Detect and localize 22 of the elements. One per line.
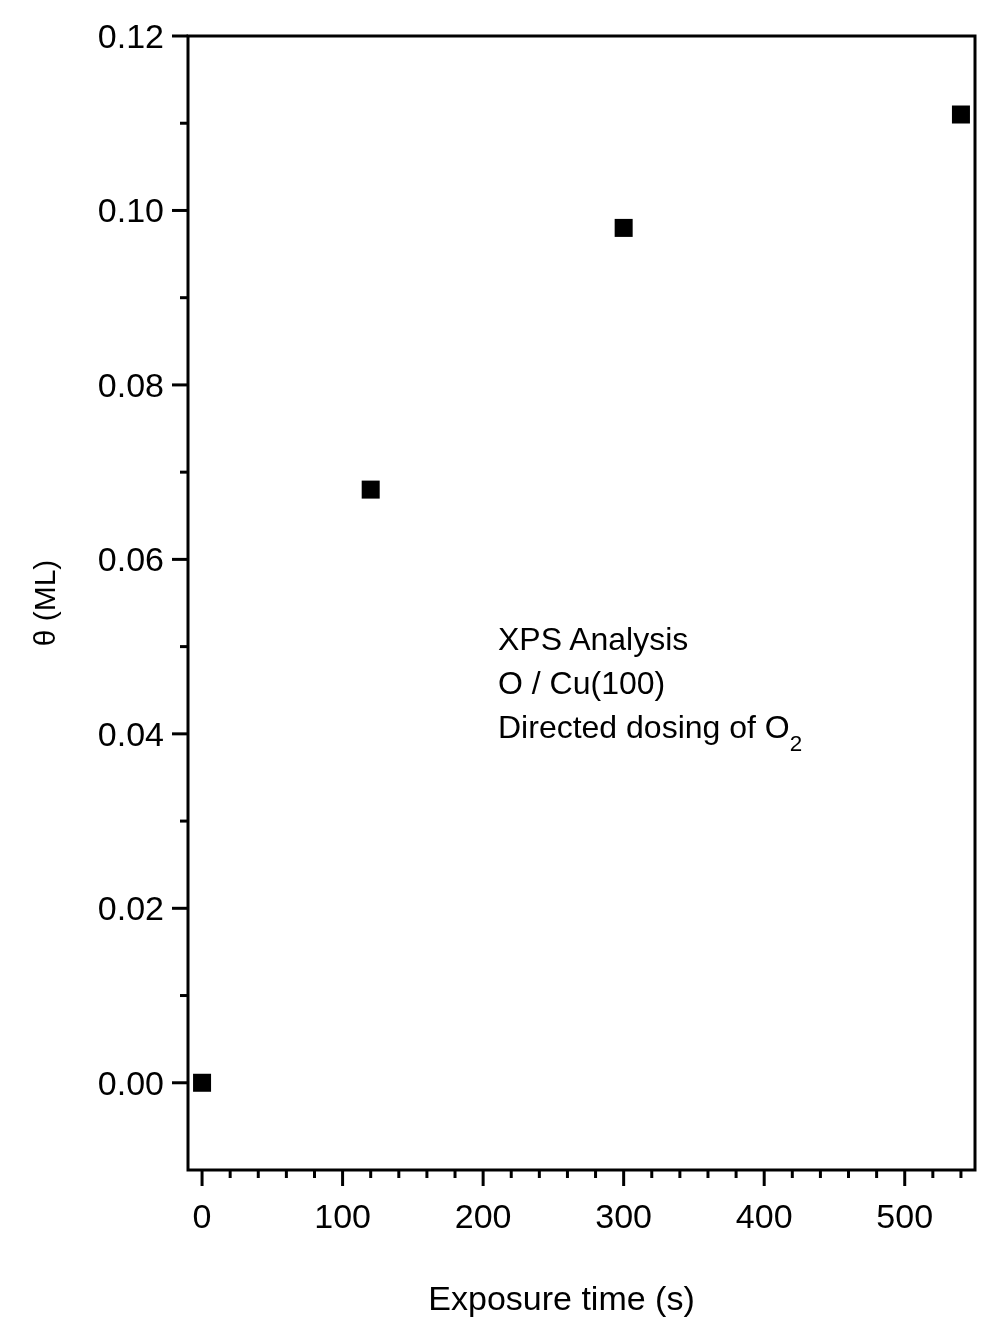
y-axis-title: θ (ML) [28,559,61,647]
y-tick-label: 0.02 [97,889,164,928]
annotation: O / Cu(100) [498,665,666,701]
y-tick-label: 0.08 [97,365,164,404]
y-tick-label: 0.04 [97,714,164,753]
y-tick-label: 0.10 [97,191,164,230]
point [193,1073,212,1092]
annotation: XPS Analysis [498,621,689,657]
point [951,105,970,124]
x-tick-label: 0 [192,1197,212,1235]
y-tick-label: 0.00 [97,1063,164,1102]
point [361,480,380,499]
x-tick-label: 500 [876,1197,934,1235]
y-tick-label: 0.06 [97,540,164,579]
y-tick-label: 0.12 [97,16,164,55]
x-axis-title: Exposure time (s) [428,1279,695,1317]
x-tick-label: 200 [454,1197,512,1235]
x-tick-label: 100 [314,1197,371,1235]
annotation: Directed dosing of O$_{2}$ [498,709,803,756]
x-tick-label: 400 [735,1197,793,1235]
point [614,218,633,237]
x-tick-label: 300 [595,1197,653,1235]
